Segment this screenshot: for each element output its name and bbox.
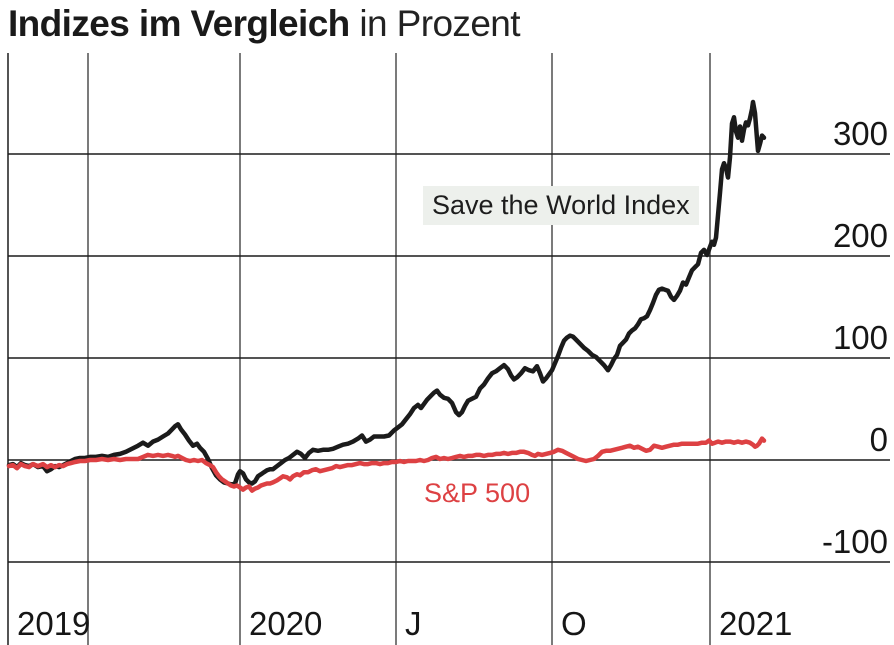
y-tick-label: 100 — [832, 319, 888, 356]
y-tick-label: 0 — [869, 421, 888, 458]
y-tick-label: 200 — [832, 217, 888, 254]
y-tick-label: 300 — [832, 115, 888, 152]
x-tick-label: O — [561, 605, 587, 642]
x-tick-label: 2019 — [17, 605, 91, 642]
series-line-s-p-500 — [6, 436, 767, 493]
chart-title: Indizes im Vergleich in Prozent — [8, 0, 521, 48]
series-line-save-the-world-index — [6, 99, 767, 487]
x-tick-label: 2020 — [249, 605, 323, 642]
y-tick-label: -100 — [821, 523, 888, 560]
x-tick-label: 2021 — [719, 605, 793, 642]
series-label-save-the-world-index: Save the World Index — [423, 186, 699, 225]
series-label-s-p-500: S&P 500 — [424, 478, 531, 508]
chart-title-main: Indizes im Vergleich — [8, 3, 350, 44]
chart-title-suffix: in Prozent — [349, 3, 520, 44]
x-tick-label: J — [405, 605, 422, 642]
